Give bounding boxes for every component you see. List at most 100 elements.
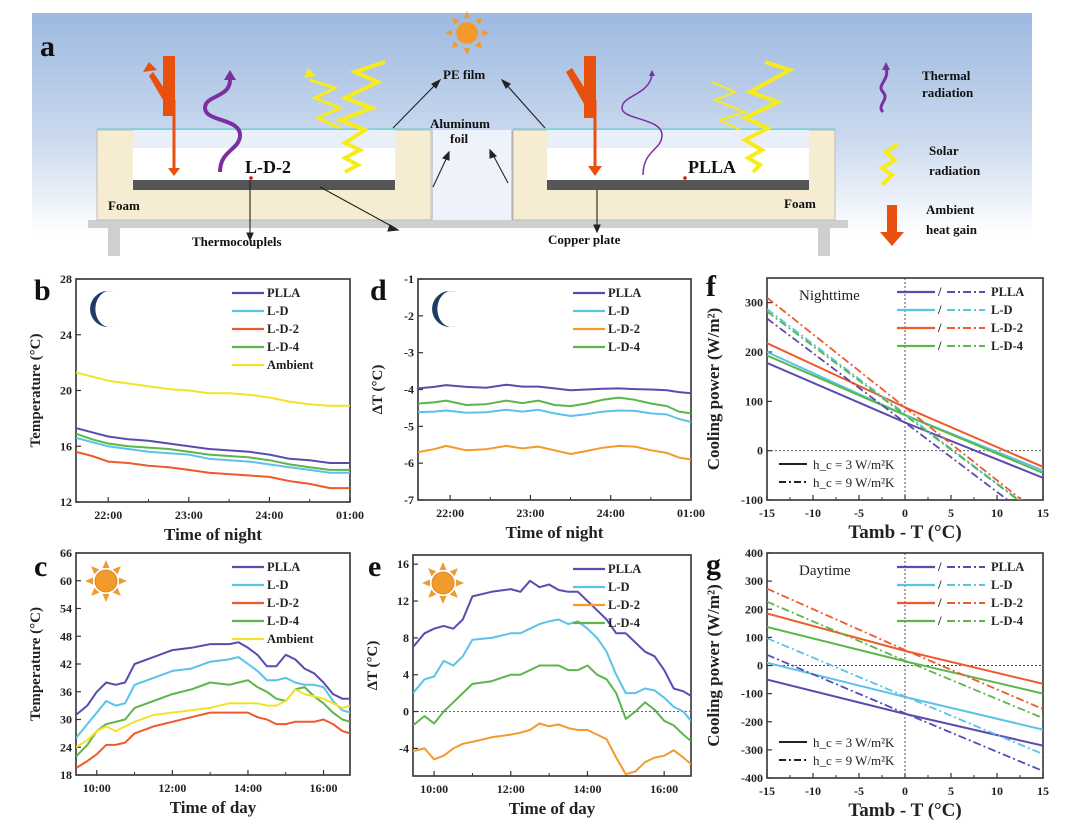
series-line-l-d (413, 618, 691, 722)
y-tick-label: 48 (60, 629, 72, 643)
annotation-arrows (246, 78, 601, 242)
series-line-l-d-4 (413, 664, 691, 742)
thermal-radiation-arrow-left (202, 79, 243, 173)
panel-label-b: b (34, 274, 51, 307)
y-tick-label: 300 (745, 296, 763, 310)
y-tick-label: 16 (397, 557, 409, 571)
y-axis-label: Temperature (°C) (28, 607, 44, 721)
panel-label-d: d (370, 274, 387, 307)
legend-label: L-D (267, 578, 289, 592)
series-group (767, 296, 1043, 500)
legend-label: PLLA (991, 560, 1024, 574)
legend-label: PLLA (267, 560, 300, 574)
x-tick-label: 22:00 (436, 506, 464, 520)
x-axis-label: Time of day (509, 799, 596, 818)
series-line-l-d-2-hc9 (767, 296, 1024, 500)
legend-heat-line1: Ambient (926, 202, 975, 217)
y-axis-label: ΔT (°C) (365, 641, 381, 691)
series-group (767, 587, 1043, 772)
copper-plate-label: Copper plate (548, 232, 621, 247)
aluminum-foil-gap (431, 130, 513, 220)
thermocouple-dot-left (249, 176, 253, 180)
y-tick-label: 8 (403, 631, 409, 645)
series-line-l-d-4-hc9 (767, 310, 1020, 500)
legend-separator: / (937, 560, 942, 574)
series-line-l-d-4 (418, 396, 691, 415)
solar-radiation-arrow-right (740, 60, 796, 174)
series-line-plla (413, 579, 691, 697)
legend-label: L-D (991, 578, 1013, 592)
series-line-plla (76, 641, 350, 716)
ambient-heat-arrow-left (143, 56, 180, 176)
solar-radiation-legend-icon (878, 142, 900, 187)
y-tick-label: -4 (399, 741, 409, 755)
aluminum-label: Aluminum (430, 116, 490, 131)
y-tick-label: 300 (745, 574, 763, 588)
y-tick-label: -4 (404, 383, 414, 397)
x-tick-label: 12:00 (158, 781, 186, 795)
legend-label: L-D-4 (991, 614, 1024, 628)
y-tick-label: 12 (397, 594, 409, 608)
series-line-l-d (76, 656, 350, 739)
series-line-l-d (418, 408, 691, 423)
legend-label: L-D-2 (991, 596, 1023, 610)
legend-label: L-D (608, 580, 630, 594)
copper-plate-right (547, 180, 809, 190)
x-axis-label: Time of night (506, 523, 604, 542)
panel-label-a: a (40, 30, 55, 63)
series-group (413, 579, 691, 776)
legend-label: L-D-2 (267, 596, 299, 610)
x-axis-label: Time of night (164, 525, 262, 544)
y-tick-label: 400 (745, 546, 763, 560)
legend-label: L-D-2 (608, 322, 640, 336)
panel-label-f: f (706, 270, 717, 303)
thermal-radiation-arrow-right (621, 73, 663, 176)
legend-separator: / (937, 285, 942, 299)
legend-label: Ambient (267, 632, 314, 646)
legend-label: L-D-4 (608, 340, 641, 354)
x-tick-label: 10 (991, 506, 1003, 520)
series-line-ambient (76, 371, 350, 407)
panel-a-schematic: a L-D-2 Foam PLLA Foam (32, 11, 1032, 256)
chart-title: Daytime (799, 563, 851, 579)
series-line-plla-hc9 (767, 317, 1010, 500)
legend-label: L-D-4 (608, 616, 641, 630)
panel-label-g: g (706, 548, 721, 581)
moon-icon (432, 291, 456, 328)
series-line-l-d-hc9 (767, 308, 1021, 500)
x-tick-label: 23:00 (516, 506, 544, 520)
legend-thermal-line1: Thermal (922, 68, 971, 83)
sample-label-left: L-D-2 (245, 157, 291, 177)
x-tick-label: -15 (759, 784, 775, 798)
legend-label: L-D-4 (267, 614, 300, 628)
y-tick-label: -1 (404, 272, 414, 286)
y-tick-label: 200 (745, 602, 763, 616)
bench-leg-right (818, 228, 830, 256)
chart-panel-c: c 18 24 30 36 42 48 54 60 66 10:00 12:00 14:00 16:00 T… (28, 546, 351, 817)
x-tick-label: 10:00 (83, 781, 111, 795)
series-line-l-d-2 (76, 711, 350, 769)
foam-label-right: Foam (784, 196, 816, 211)
y-tick-label: 28 (60, 272, 72, 286)
x-tick-label: 15 (1037, 506, 1049, 520)
legend-label: L-D-4 (267, 340, 300, 354)
y-tick-label: -2 (404, 309, 414, 323)
y-tick-label: 18 (60, 768, 72, 782)
x-tick-label: 10 (991, 784, 1003, 798)
series-line-plla-hc9 (767, 653, 1043, 772)
charts: b 12 16 20 24 28 22:00 23:00 24:00 01:00 Time of n… (28, 270, 1049, 821)
series-line-plla (76, 427, 350, 464)
x-tick-label: 24:00 (597, 506, 625, 520)
x-axis-label: Tamb - T (°C) (848, 522, 961, 543)
legend-separator: / (937, 578, 942, 592)
series-group (418, 383, 691, 461)
legend-label: L-D (267, 304, 289, 318)
series-line-l-d-4-hc9 (767, 600, 1043, 719)
y-tick-label: 0 (757, 444, 763, 458)
y-tick-label: 0 (403, 705, 409, 719)
bench-leg-left (108, 228, 120, 256)
legend-label: L-D-2 (608, 598, 640, 612)
y-axis-label: Cooling power (W/m²) (704, 308, 723, 471)
legend-label: PLLA (608, 286, 641, 300)
